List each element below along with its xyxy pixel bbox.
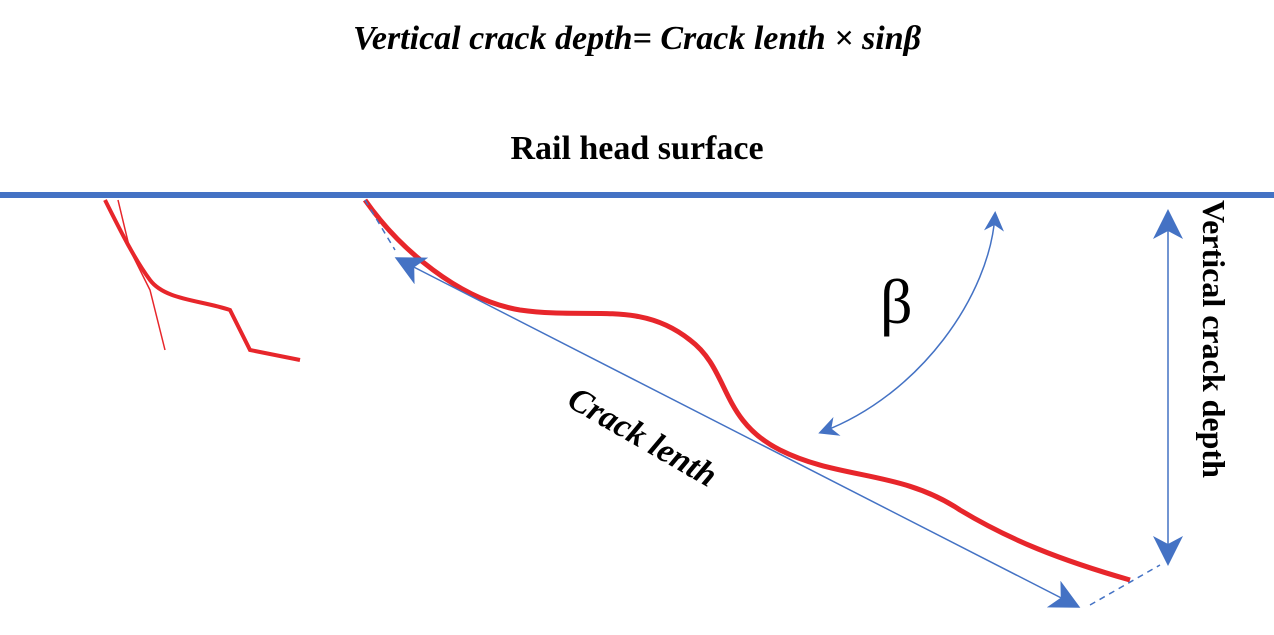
diagram-canvas <box>0 0 1274 635</box>
main-crack <box>365 200 1130 580</box>
crack-length-arrow <box>400 260 1075 605</box>
secondary-crack-thin <box>118 200 165 350</box>
beta-angle-arc <box>822 215 995 432</box>
secondary-crack <box>105 200 300 360</box>
